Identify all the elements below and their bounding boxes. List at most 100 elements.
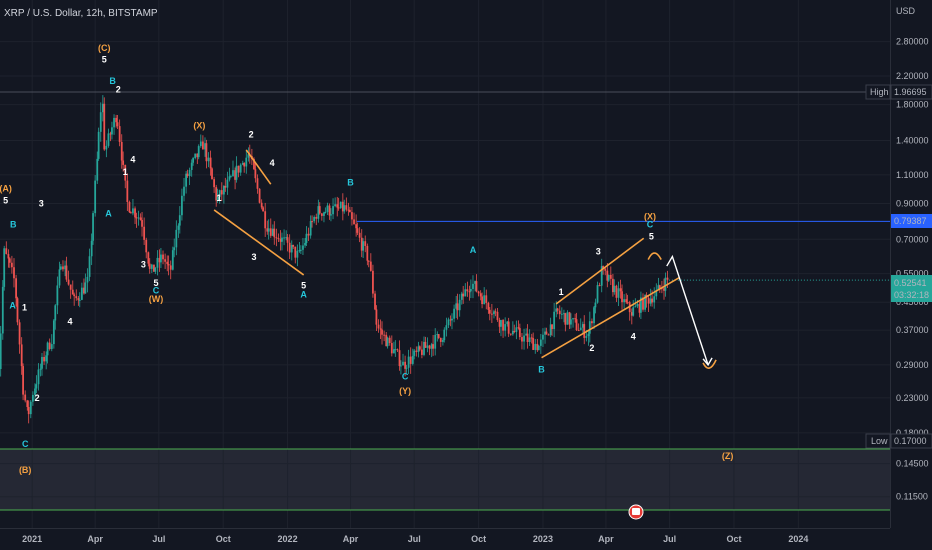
candle-body-272 xyxy=(509,333,512,335)
x-tick-label-3: Oct xyxy=(216,534,231,544)
candle-body-312 xyxy=(585,336,588,338)
candle-body-280 xyxy=(525,333,528,336)
candle-body-348 xyxy=(653,296,656,303)
wave-label-12: B xyxy=(109,76,116,86)
candle-body-177 xyxy=(330,214,332,216)
candle-body-50 xyxy=(90,240,93,257)
candle-body-244 xyxy=(456,303,459,311)
candle-body-68 xyxy=(124,164,127,181)
top-arc-marker xyxy=(647,252,662,260)
candle-body-151 xyxy=(281,237,283,242)
x-tick-label-0: 2021 xyxy=(22,534,42,544)
x-tick-label-8: 2023 xyxy=(533,534,553,544)
low-label: Low xyxy=(871,436,888,446)
candle-body-282 xyxy=(528,337,531,343)
candle-body-90 xyxy=(166,261,169,264)
candle-body-109 xyxy=(202,141,204,150)
candle-body-305 xyxy=(572,318,574,320)
candle-body-57 xyxy=(103,103,106,150)
trendline-2[interactable] xyxy=(555,237,645,305)
candle-body-67 xyxy=(122,160,125,165)
candle-body-63 xyxy=(115,117,118,123)
candle-body-329 xyxy=(617,288,620,298)
projection-path[interactable] xyxy=(666,254,709,366)
y-tick-label-6: 0.70000 xyxy=(896,234,929,244)
candle-body-47 xyxy=(84,282,87,294)
candle-body-44 xyxy=(78,299,81,301)
candle-body-310 xyxy=(581,324,584,328)
candle-body-58 xyxy=(105,145,108,150)
candle-body-91 xyxy=(167,263,170,266)
x-tick-label-4: 2022 xyxy=(278,534,298,544)
candle-body-100 xyxy=(185,173,188,187)
candle-body-119 xyxy=(220,190,223,195)
candle-body-70 xyxy=(128,202,131,213)
candle-body-165 xyxy=(307,233,310,236)
wave-label-24: 1 xyxy=(216,193,221,203)
x-tick-label-12: 2024 xyxy=(788,534,808,544)
wave-label-4: 1 xyxy=(22,302,27,312)
candle-body-239 xyxy=(447,319,450,326)
candle-body-197 xyxy=(367,260,370,262)
candle-body-150 xyxy=(279,238,282,242)
candle-body-95 xyxy=(175,229,178,248)
candle-body-174 xyxy=(324,211,327,213)
candle-body-99 xyxy=(183,186,185,196)
candle-body-224 xyxy=(418,346,421,350)
candle-body-229 xyxy=(428,345,431,349)
candle-body-210 xyxy=(393,349,395,354)
candle-body-45 xyxy=(80,287,83,300)
trendline-1[interactable] xyxy=(245,149,272,185)
candle-body-22 xyxy=(37,369,40,385)
candle-body-186 xyxy=(347,209,350,211)
candle-body-281 xyxy=(526,333,529,343)
price-axis[interactable]: 2.80000 2.20000 1.80000 1.40000 1.10000 0.900… xyxy=(896,37,929,502)
candle-body-137 xyxy=(254,169,257,179)
candle-body-293 xyxy=(549,324,552,336)
wave-label-26: 5 xyxy=(301,281,306,291)
candle-body-238 xyxy=(445,325,448,330)
candle-body-127 xyxy=(235,165,238,180)
candle-body-82 xyxy=(150,264,153,269)
candle-body-159 xyxy=(296,250,299,258)
candle-body-284 xyxy=(532,338,535,350)
candle-body-207 xyxy=(386,337,389,347)
candle-body-258 xyxy=(483,295,486,305)
candle-body-268 xyxy=(502,320,504,331)
candle-body-222 xyxy=(415,350,418,352)
candle-body-94 xyxy=(173,247,176,251)
y-tick-label-10: 0.29000 xyxy=(896,360,929,370)
candle-body-111 xyxy=(205,143,208,162)
low-label-box xyxy=(865,433,891,449)
candle-body-121 xyxy=(224,186,227,188)
trendline-0[interactable] xyxy=(213,209,305,276)
candle-body-64 xyxy=(116,122,119,127)
x-tick-label-9: Apr xyxy=(598,534,614,544)
candle-body-62 xyxy=(113,117,115,128)
candle-body-176 xyxy=(328,205,331,216)
candle-body-30 xyxy=(52,320,55,345)
candle-body-318 xyxy=(596,285,599,303)
candle-body-336 xyxy=(630,312,633,316)
candle-body-347 xyxy=(651,298,653,303)
trendline-3[interactable] xyxy=(541,276,680,359)
candle-body-130 xyxy=(241,163,244,165)
candle-body-270 xyxy=(506,321,509,325)
wave-label-31: A xyxy=(470,245,477,255)
candle-body-83 xyxy=(153,264,155,272)
candle-body-33 xyxy=(58,269,61,286)
candle-body-226 xyxy=(423,341,425,355)
candle-body-27 xyxy=(46,342,49,356)
candle-body-86 xyxy=(158,257,161,263)
candle-body-350 xyxy=(657,285,660,291)
candle-body-325 xyxy=(609,274,612,279)
candle-body-182 xyxy=(339,201,342,208)
candle-body-107 xyxy=(197,146,200,158)
candle-body-297 xyxy=(556,308,559,311)
time-axis[interactable]: 2021 Apr Jul Oct 2022 Apr Jul Oct 2023 Apr Jul Oct 2… xyxy=(22,534,808,544)
candle-body-213 xyxy=(398,350,401,367)
candle-body-330 xyxy=(619,288,622,292)
candle-body-60 xyxy=(109,133,112,135)
candle-body-299 xyxy=(560,313,563,315)
